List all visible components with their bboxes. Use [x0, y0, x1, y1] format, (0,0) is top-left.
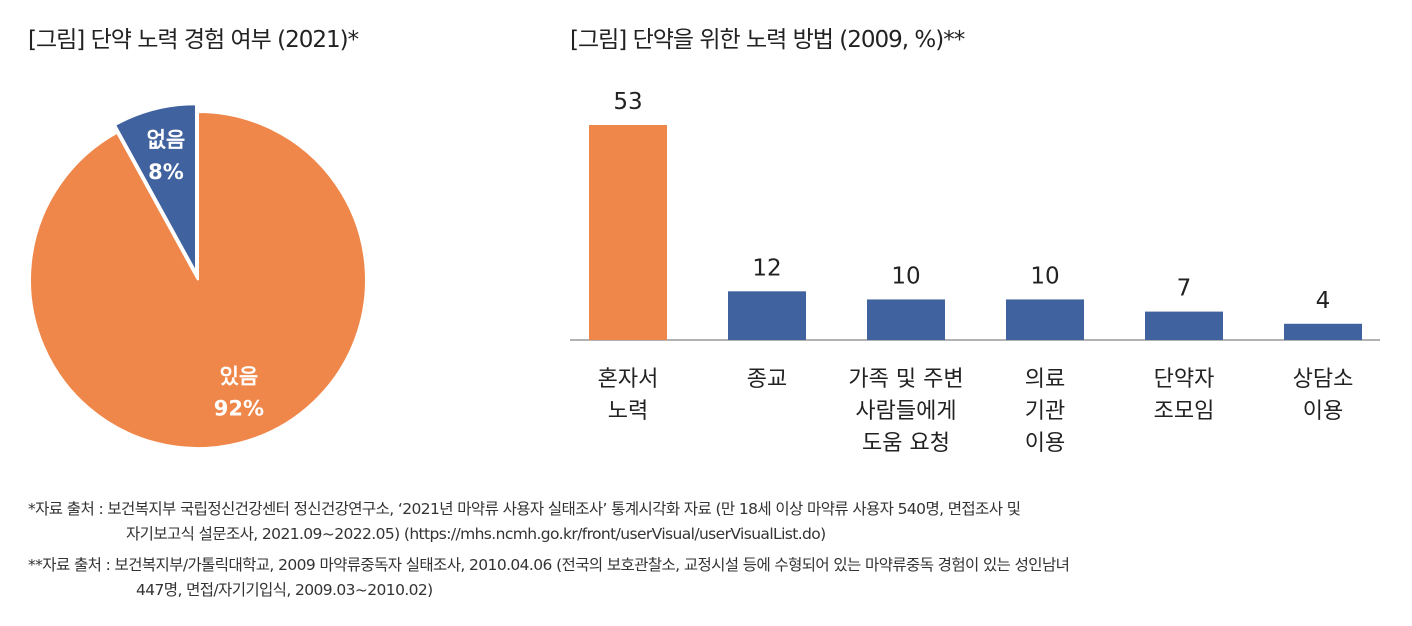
x-tick-label: 기관	[1025, 399, 1065, 424]
pie-label: 없음	[147, 128, 186, 152]
pie-slice-yes	[29, 110, 367, 449]
pie-slice-no	[113, 103, 198, 273]
x-tick-label: 가족 및 주변	[848, 367, 963, 392]
bar	[867, 299, 945, 340]
bar-value-label: 10	[891, 263, 920, 289]
bar-value-label: 10	[1030, 263, 1059, 289]
footnote-2-cont: 447명, 면접/자기기입식, 2009.03~2010.02)	[136, 581, 433, 599]
pie-value-label: 92%	[214, 396, 264, 420]
bar	[589, 125, 667, 340]
footnote-1-cont: 자기보고식 설문조사, 2021.09~2022.05) (https://mh…	[126, 525, 826, 543]
bar	[1284, 323, 1362, 340]
x-tick-label: 조모임	[1154, 399, 1215, 424]
x-tick-label: 노력	[608, 399, 648, 424]
x-tick-label: 단약자	[1154, 367, 1215, 392]
x-tick-label: 상담소	[1293, 367, 1354, 392]
bar-value-label: 53	[613, 89, 642, 115]
x-tick-label: 사람들에게	[855, 399, 956, 424]
x-tick-label: 이용	[1025, 431, 1065, 456]
bar	[1006, 299, 1084, 340]
x-tick-label: 이용	[1303, 399, 1343, 424]
bar-value-label: 12	[752, 255, 781, 281]
pie-value-label: 8%	[148, 160, 184, 184]
x-tick-label: 의료	[1025, 367, 1065, 392]
bar	[1145, 311, 1223, 340]
footnote-1: *자료 출처 : 보건복지부 국립정신건강센터 정신건강연구소, ‘2021년 …	[28, 500, 1021, 518]
bar	[728, 291, 806, 340]
x-tick-label: 혼자서	[598, 367, 659, 392]
pie-chart-title: [그림] 단약 노력 경험 여부 (2021)*	[28, 27, 359, 53]
footnote-2: **자료 출처 : 보건복지부/가톨릭대학교, 2009 마약류중독자 실태조사…	[28, 556, 1070, 574]
pie-label: 있음	[220, 364, 259, 388]
bar-value-label: 4	[1316, 288, 1331, 314]
x-tick-label: 도움 요청	[862, 431, 950, 456]
bar-chart-title: [그림] 단약을 위한 노력 방법 (2009, %)**	[570, 27, 965, 53]
x-tick-label: 종교	[747, 367, 787, 392]
bar-value-label: 7	[1177, 276, 1192, 302]
